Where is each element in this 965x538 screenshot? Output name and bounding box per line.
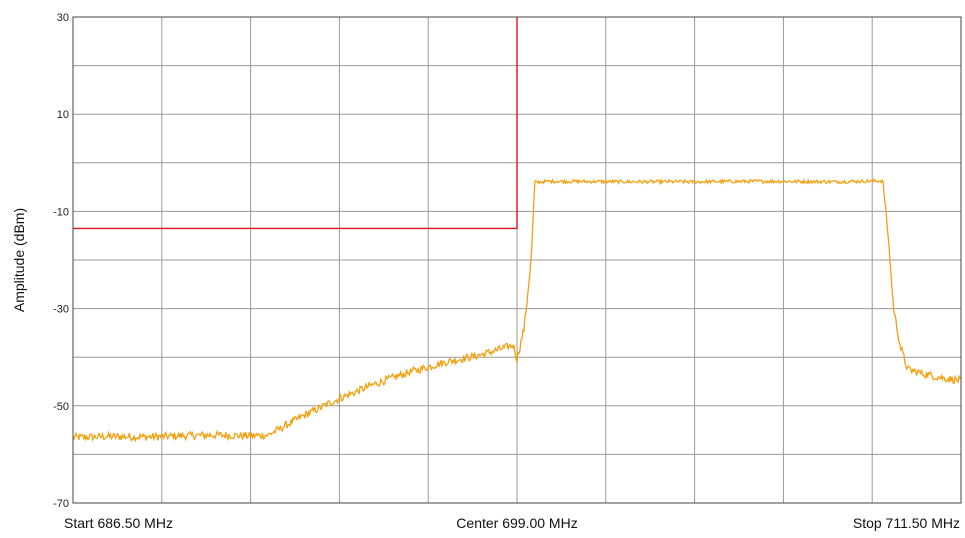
x-stop-label: Stop 711.50 MHz [853,515,960,531]
series-layer [72,17,962,443]
plot-frame [72,16,962,504]
y-tick-label: 30 [57,12,69,24]
limit-line [73,17,518,230]
x-center-label: Center 699.00 MHz [456,515,577,531]
y-axis-label: Amplitude (dBm) [11,208,27,312]
y-tick-label: -10 [53,206,69,218]
spectrum-trace [72,177,962,443]
y-tick-label: -50 [53,401,69,413]
y-tick-labels: 30 10 -10 -30 -50 -70 [53,12,69,510]
x-start-label: Start 686.50 MHz [64,515,173,531]
y-tick-label: 10 [57,109,69,121]
y-tick-label: -70 [53,498,69,510]
y-tick-label: -30 [53,304,69,316]
